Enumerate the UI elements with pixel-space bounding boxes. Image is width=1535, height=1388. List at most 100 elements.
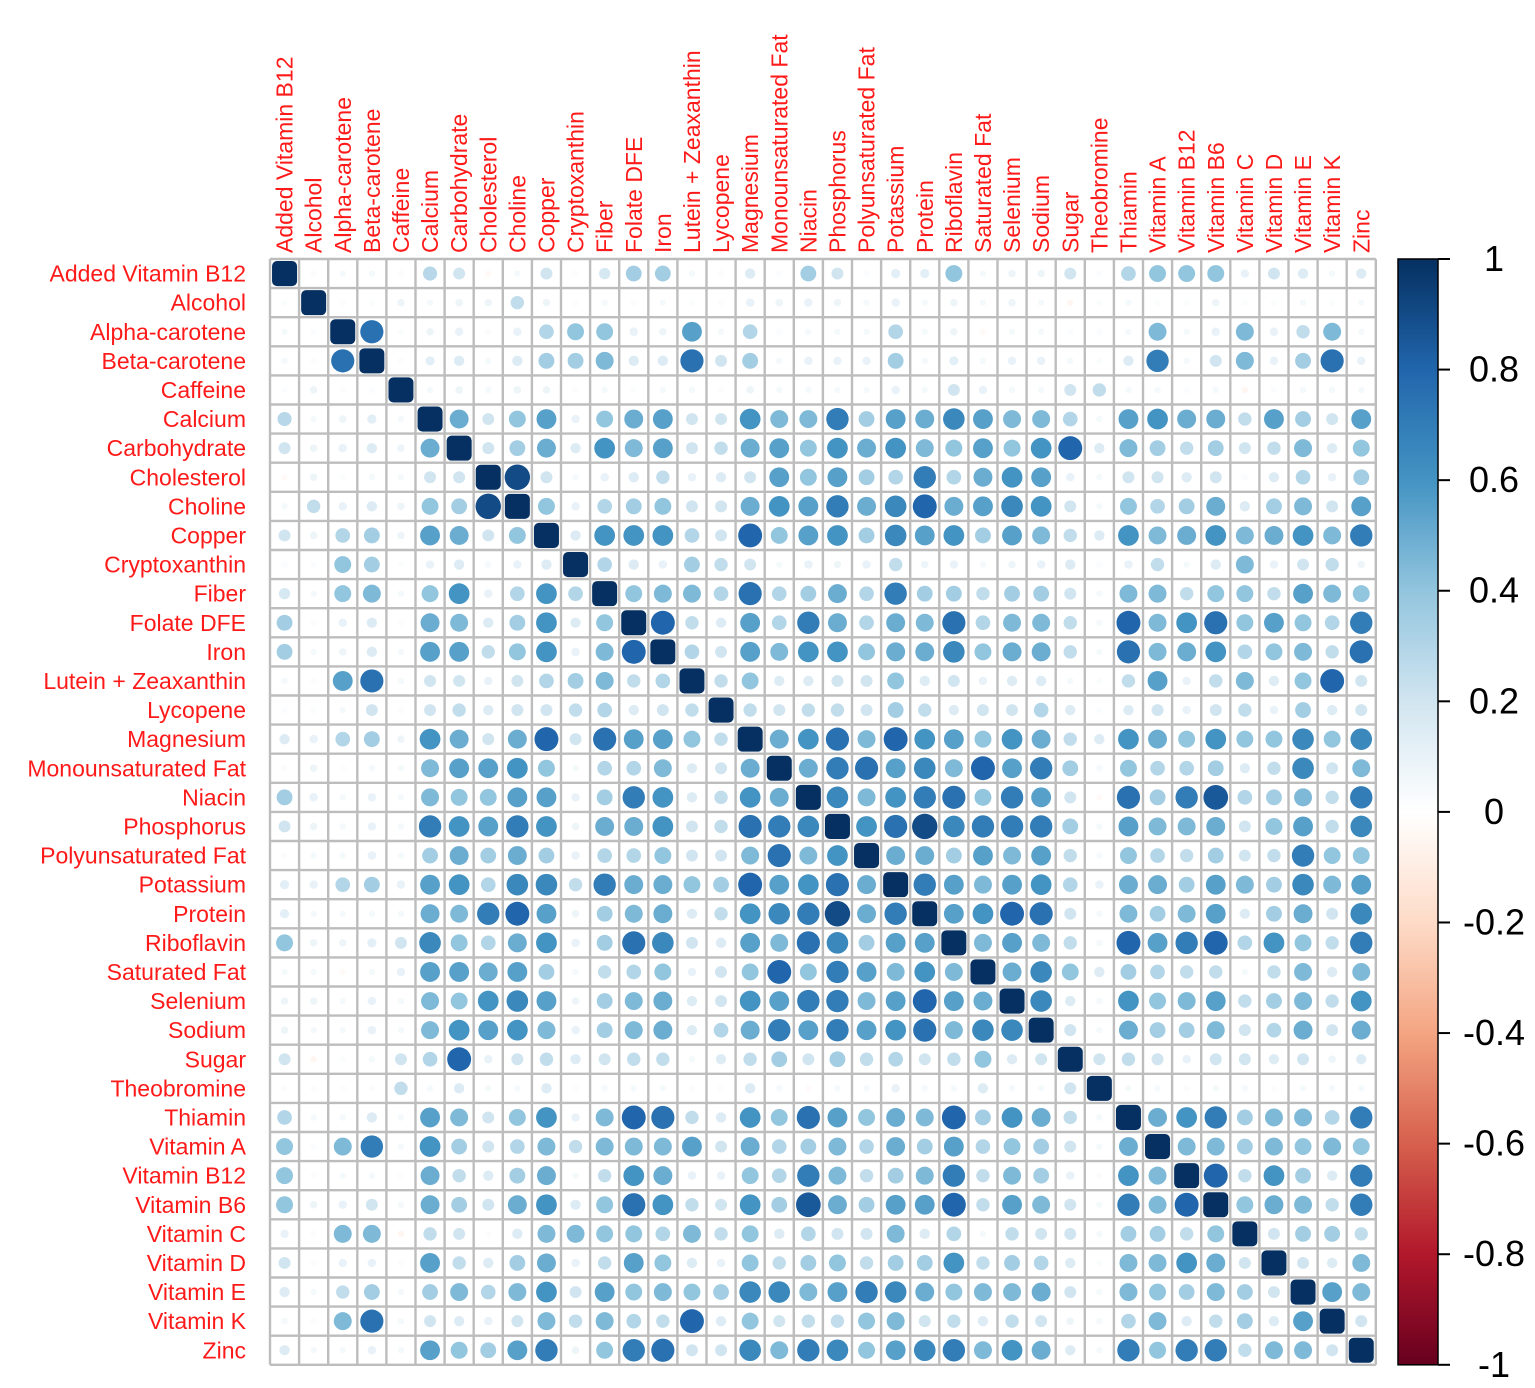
cell-circle [397, 1201, 405, 1208]
cell-circle [828, 1166, 847, 1185]
cell-circle [597, 557, 612, 572]
cell-circle [397, 474, 405, 481]
cell-circle [884, 524, 907, 547]
cell-circle [1264, 612, 1284, 633]
cell-circle [1294, 1341, 1313, 1360]
cell-circle [360, 1135, 384, 1158]
cell-circle [571, 647, 580, 657]
row-label: Calcium [163, 406, 246, 432]
cell-circle [652, 438, 673, 459]
cell-circle [970, 756, 995, 781]
cell-circle [572, 1085, 579, 1092]
cell-circle [800, 585, 817, 602]
cell-circle [542, 386, 551, 394]
cell-circle [684, 528, 700, 543]
cell-circle [397, 357, 405, 365]
cell-circle [918, 1315, 931, 1328]
cell-circle [715, 1344, 728, 1357]
cell-circle [537, 497, 555, 515]
cell-circle [1182, 1055, 1191, 1064]
cell-circle [1320, 349, 1344, 373]
cell-circle [1267, 761, 1281, 775]
column-label: Zinc [1348, 210, 1374, 253]
cell-circle [1148, 526, 1167, 545]
cell-diagonal [621, 610, 647, 636]
cell-circle [1210, 559, 1221, 570]
cell-circle [776, 386, 783, 394]
column-label: Calcium [417, 170, 443, 253]
cell-circle [946, 1226, 962, 1242]
cell-circle [884, 495, 907, 518]
cell-circle [1096, 299, 1103, 306]
cell-circle [1270, 1085, 1278, 1092]
cell-circle [885, 991, 906, 1011]
cell-circle [601, 1085, 608, 1092]
cell-circle [1294, 642, 1313, 661]
cell-circle [717, 328, 725, 335]
row-label: Sugar [185, 1046, 247, 1072]
cell-circle [1235, 526, 1254, 545]
cell-circle [482, 442, 495, 455]
cell-circle [1266, 993, 1282, 1009]
cell-circle [1148, 1166, 1167, 1185]
row-label: Vitamin C [147, 1221, 246, 1247]
cell-circle [746, 386, 754, 394]
cell-circle [1241, 968, 1249, 976]
cell-circle [506, 815, 529, 838]
cell-circle [825, 727, 850, 751]
column-label: Sodium [1028, 175, 1054, 253]
cell-circle [653, 1283, 672, 1302]
cell-circle [1119, 847, 1137, 865]
cell-circle [1151, 1053, 1164, 1066]
cell-circle [1095, 880, 1104, 889]
cell-circle [771, 615, 787, 631]
cell-circle [741, 963, 759, 981]
cell-circle [536, 583, 557, 605]
cell-circle [419, 728, 441, 750]
cell-circle [739, 990, 761, 1012]
cell-circle [310, 619, 317, 626]
cell-circle [744, 558, 757, 571]
cell-circle [830, 1314, 845, 1328]
colorbar-tick-label: 0.6 [1469, 459, 1519, 500]
row-label: Sodium [168, 1017, 246, 1043]
cell-circle [1324, 615, 1340, 631]
cell-circle [1269, 356, 1279, 366]
cell-circle [483, 1257, 494, 1269]
matrix-cells [272, 261, 1374, 1363]
cell-circle [1236, 1284, 1253, 1300]
cell-circle [1119, 1253, 1138, 1272]
cell-circle [1035, 1053, 1048, 1066]
cell-circle [885, 786, 907, 808]
cell-circle [803, 675, 814, 687]
cell-circle [572, 474, 579, 481]
cell-circle [281, 677, 288, 685]
cell-circle [1154, 386, 1161, 394]
cell-circle [915, 409, 935, 429]
cell-circle [978, 676, 988, 686]
cell-circle [336, 1285, 350, 1299]
cell-circle [480, 847, 497, 864]
cell-circle [1323, 1137, 1342, 1156]
cell-circle [624, 1137, 643, 1156]
cell-circle [740, 438, 760, 458]
cell-circle [539, 324, 554, 340]
cell-circle [623, 729, 644, 750]
cell-circle [541, 1083, 552, 1094]
row-label: Copper [171, 522, 247, 548]
cell-circle [717, 1085, 725, 1092]
cell-circle [1092, 383, 1107, 397]
cell-circle [480, 1342, 497, 1359]
cell-circle [652, 1194, 674, 1216]
cell-diagonal [795, 784, 821, 810]
cell-circle [276, 643, 293, 660]
cell-circle [1002, 962, 1022, 982]
cell-circle [914, 961, 936, 983]
row-label: Cholesterol [130, 464, 246, 490]
cell-circle [743, 1052, 757, 1066]
cell-circle [483, 617, 494, 628]
cell-circle [1119, 759, 1137, 777]
cell-circle [306, 499, 321, 514]
cell-circle [339, 1172, 346, 1179]
cell-circle [774, 675, 785, 687]
